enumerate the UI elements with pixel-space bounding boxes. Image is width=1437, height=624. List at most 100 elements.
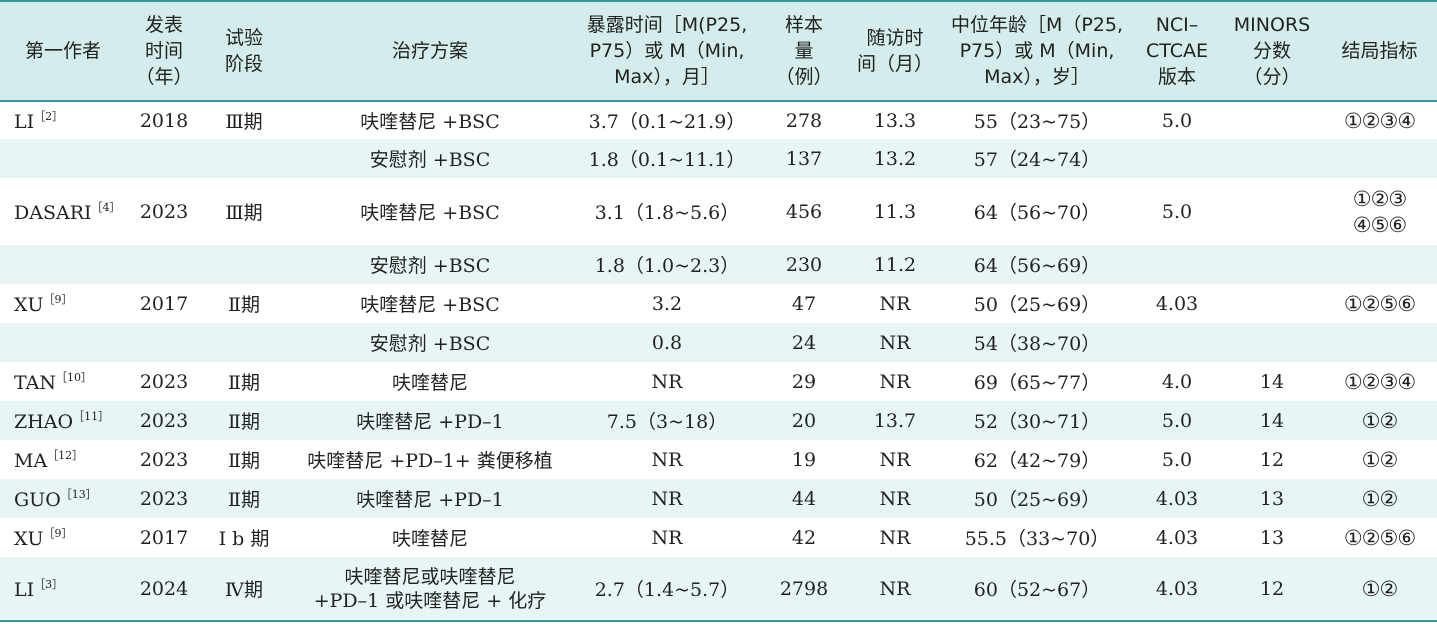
header-minors-line2: 分数 bbox=[1252, 40, 1291, 62]
cell-phase: Ⅱ期 bbox=[228, 411, 260, 433]
header-minors: MINORS 分数 （分） bbox=[1222, 1, 1322, 101]
cell-ctcae: 5.0 bbox=[1161, 409, 1193, 432]
cell-minors bbox=[1222, 139, 1322, 178]
cell-year: 2023 bbox=[139, 448, 189, 471]
cell-outcome bbox=[1322, 245, 1437, 284]
header-minors-line1: MINORS bbox=[1233, 14, 1311, 36]
header-ctcae-line2: CTCAE bbox=[1145, 40, 1209, 62]
scheme-line2: +PD–1 或呋喹替尼 + 化疗 bbox=[313, 589, 547, 612]
cell-followup: 13.7 bbox=[873, 409, 917, 432]
cell-year: 2023 bbox=[139, 409, 189, 432]
author-name: XU bbox=[14, 294, 44, 316]
cell-scheme: 呋喹替尼 +BSC bbox=[360, 202, 500, 224]
table-row: TAN［10］ 2023 Ⅱ期 呋喹替尼 NR 29 NR 69（65~77） 4.0 14 ①②③… bbox=[0, 362, 1437, 401]
cell-outcome: ①② bbox=[1361, 447, 1399, 472]
cell-author: GUO［13］ bbox=[0, 479, 126, 518]
cell-outcome: ①②③ ④⑤⑥ bbox=[1322, 178, 1437, 245]
header-scheme: 治疗方案 bbox=[286, 1, 574, 101]
cell-minors: 13 bbox=[1259, 487, 1285, 510]
cell-scheme: 呋喹替尼或呋喹替尼 +PD–1 或呋喹替尼 + 化疗 bbox=[286, 557, 574, 621]
header-age: 中位年龄［M（P25, P75）或 M（Min, Max），岁］ bbox=[942, 1, 1132, 101]
cell-age: 64（56~69） bbox=[973, 255, 1101, 277]
cell-age: 62（42~79） bbox=[973, 450, 1101, 472]
table-row: 安慰剂 +BSC 1.8（1.0~2.3） 230 11.2 64（56~69） bbox=[0, 245, 1437, 284]
author-name: MA bbox=[14, 450, 48, 472]
cell-author: XU［9］ bbox=[0, 284, 126, 323]
cell-scheme: 呋喹替尼 +BSC bbox=[360, 111, 500, 133]
cell-scheme: 呋喹替尼 +BSC bbox=[360, 294, 500, 316]
cell-sample: 19 bbox=[791, 448, 817, 471]
cell-exposure: 1.8（0.1~11.1） bbox=[588, 149, 746, 171]
cell-sample: 456 bbox=[785, 200, 823, 223]
outcome-line1: ①②③ bbox=[1352, 186, 1407, 211]
header-exposure: 暴露时间［M(P25, P75）或 M（Min, Max），月］ bbox=[574, 1, 760, 101]
cell-minors: 13 bbox=[1259, 526, 1285, 549]
cell-year bbox=[126, 245, 202, 284]
author-name: LI bbox=[14, 579, 35, 601]
cell-ctcae bbox=[1132, 139, 1222, 178]
cell-scheme: 呋喹替尼 +PD–1 bbox=[356, 411, 504, 433]
cell-scheme: 呋喹替尼 bbox=[391, 372, 468, 394]
table-row: ZHAO［11］ 2023 Ⅱ期 呋喹替尼 +PD–1 7.5（3~18） 20 13.7 5… bbox=[0, 401, 1437, 440]
cell-author: ZHAO［11］ bbox=[0, 401, 126, 440]
header-sample: 样本 量 （例） bbox=[760, 1, 848, 101]
header-phase-line1: 试验 bbox=[224, 27, 263, 49]
header-exposure-line2: P75）或 M（Min, bbox=[589, 40, 745, 62]
header-age-line1: 中位年龄［M（P25, bbox=[950, 14, 1124, 36]
cell-followup: NR bbox=[879, 577, 911, 600]
cell-age: 50（25~69） bbox=[973, 294, 1101, 316]
cell-sample: 20 bbox=[791, 409, 817, 432]
cell-outcome: ①② bbox=[1361, 576, 1399, 601]
cell-phase: Ⅱ期 bbox=[228, 450, 260, 472]
cell-minors bbox=[1222, 245, 1322, 284]
cell-exposure: 3.7（0.1~21.9） bbox=[588, 111, 746, 133]
cell-scheme: 呋喹替尼 +PD–1 bbox=[356, 489, 504, 511]
table-row: DASARI［4］ 2023 Ⅲ期 呋喹替尼 +BSC 3.1（1.8~5.6） 456 1… bbox=[0, 178, 1437, 245]
cell-age: 69（65~77） bbox=[973, 372, 1101, 394]
cell-minors bbox=[1222, 178, 1322, 245]
author-reference: ［2］ bbox=[34, 110, 64, 123]
table-body: LI［2］ 2018 Ⅲ期 呋喹替尼 +BSC 3.7（0.1~21.9） 278 13.3… bbox=[0, 101, 1437, 621]
cell-year bbox=[126, 323, 202, 362]
table-row: MA［12］ 2023 Ⅱ期 呋喹替尼 +PD–1+ 粪便移植 NR 19 NR 62（42~… bbox=[0, 440, 1437, 479]
cell-age: 52（30~71） bbox=[973, 411, 1101, 433]
cell-exposure: 3.1（1.8~5.6） bbox=[594, 202, 740, 224]
cell-followup: NR bbox=[879, 448, 911, 471]
header-minors-line3: （分） bbox=[1243, 66, 1301, 88]
author-name: ZHAO bbox=[14, 411, 74, 433]
cell-followup: NR bbox=[879, 331, 911, 354]
table-row: LI［2］ 2018 Ⅲ期 呋喹替尼 +BSC 3.7（0.1~21.9） 278 13.3… bbox=[0, 101, 1437, 139]
cell-exposure: 2.7（1.4~5.7） bbox=[594, 579, 740, 601]
author-name: XU bbox=[14, 528, 44, 550]
cell-sample: 24 bbox=[791, 331, 817, 354]
cell-age: 55（23~75） bbox=[973, 111, 1101, 133]
cell-ctcae: 4.03 bbox=[1155, 292, 1199, 315]
header-year-line3: （年） bbox=[135, 66, 193, 88]
cell-phase: Ⅱ期 bbox=[228, 372, 260, 394]
cell-year: 2023 bbox=[139, 370, 189, 393]
author-name: LI bbox=[14, 111, 35, 133]
header-sample-line3: （例） bbox=[775, 66, 833, 88]
cell-author bbox=[0, 245, 126, 284]
author-name: DASARI bbox=[14, 202, 92, 224]
cell-exposure: NR bbox=[651, 448, 683, 471]
cell-outcome: ①②③④ bbox=[1343, 369, 1416, 394]
cell-sample: 278 bbox=[785, 109, 823, 132]
cell-outcome bbox=[1322, 323, 1437, 362]
cell-followup: NR bbox=[879, 370, 911, 393]
author-name: TAN bbox=[14, 372, 56, 394]
header-year: 发表 时间 （年） bbox=[126, 1, 202, 101]
header-exposure-line3: Max），月］ bbox=[614, 66, 720, 88]
header-scheme-label: 治疗方案 bbox=[391, 40, 468, 62]
author-reference: ［9］ bbox=[43, 293, 73, 306]
cell-exposure: NR bbox=[651, 487, 683, 510]
header-followup-line1: 随访时 bbox=[866, 27, 924, 49]
cell-exposure: 7.5（3~18） bbox=[606, 411, 728, 433]
cell-author bbox=[0, 139, 126, 178]
header-exposure-line1: 暴露时间［M(P25, bbox=[586, 14, 748, 36]
header-outcome-label: 结局指标 bbox=[1341, 40, 1418, 62]
table-header: 第一作者 发表 时间 （年） 试验 阶段 治疗方案 暴露时间［M(P25, P7… bbox=[0, 1, 1437, 101]
header-row: 第一作者 发表 时间 （年） 试验 阶段 治疗方案 暴露时间［M(P25, P7… bbox=[0, 1, 1437, 101]
cell-ctcae: 4.0 bbox=[1161, 370, 1193, 393]
cell-age: 54（38~70） bbox=[973, 333, 1101, 355]
